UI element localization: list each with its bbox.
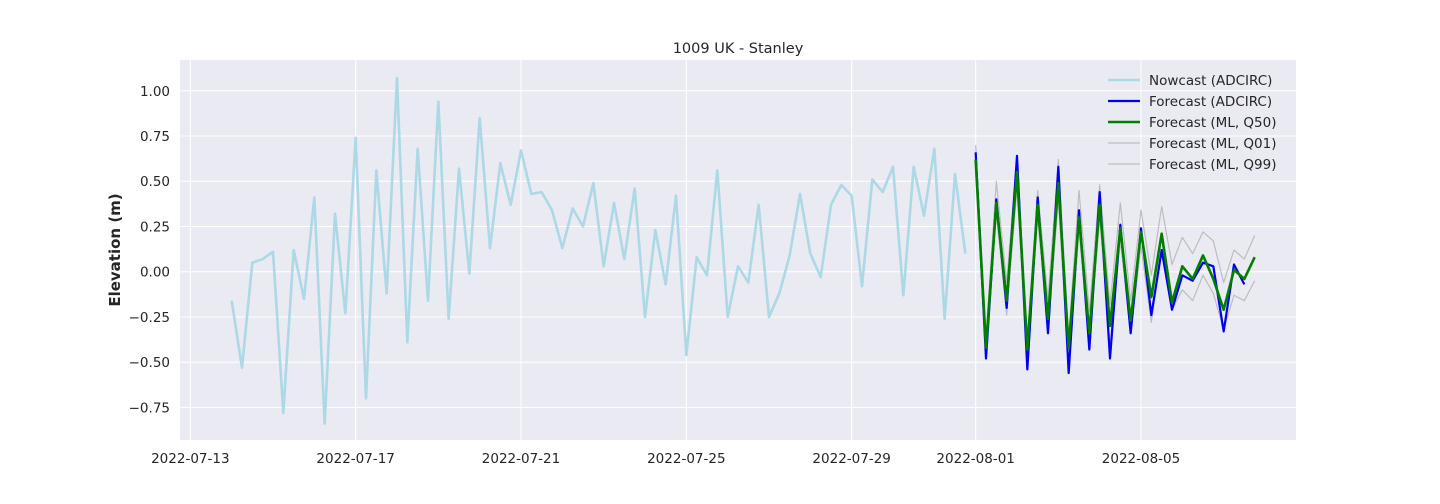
x-tick-label: 2022-07-25	[647, 451, 725, 467]
legend-entry: Forecast (ADCIRC)	[1149, 94, 1272, 110]
plot-background	[180, 60, 1296, 440]
chart-title: 1009 UK - Stanley	[673, 41, 804, 57]
y-tick-label: 0.75	[140, 129, 170, 145]
series-layer	[230, 76, 1256, 426]
x-tick-label: 2022-08-05	[1102, 451, 1180, 467]
y-tick-label: 1.00	[140, 84, 170, 100]
series-line	[230, 76, 967, 426]
legend-entry: Forecast (ML, Q01)	[1149, 136, 1277, 152]
y-axis: −0.75 −0.50 −0.25 0.00 0.25 0.50 0.75 1.00	[129, 84, 170, 417]
y-tick-label: 0.50	[140, 174, 170, 190]
x-tick-label: 2022-07-13	[151, 451, 229, 467]
x-tick-label: 2022-07-17	[316, 451, 394, 467]
y-tick-label: 0.00	[140, 265, 170, 281]
x-tick-label: 2022-08-01	[936, 451, 1014, 467]
legend-entry: Forecast (ML, Q99)	[1149, 157, 1277, 173]
x-tick-label: 2022-07-21	[482, 451, 560, 467]
legend: Nowcast (ADCIRC) Forecast (ADCIRC) Forecas…	[1108, 73, 1277, 173]
legend-entry: Nowcast (ADCIRC)	[1149, 73, 1272, 89]
y-tick-label: −0.75	[129, 400, 170, 416]
y-tick-label: −0.50	[129, 355, 170, 371]
x-axis: 2022-07-13 2022-07-17 2022-07-21 2022-07-25…	[151, 451, 1180, 467]
series-line	[974, 159, 1256, 351]
x-tick-label: 2022-07-29	[812, 451, 890, 467]
y-tick-label: −0.25	[129, 310, 170, 326]
y-axis-label: Elevation (m)	[106, 193, 124, 306]
legend-entry: Forecast (ML, Q50)	[1149, 115, 1277, 131]
y-tick-label: 0.25	[140, 219, 170, 235]
